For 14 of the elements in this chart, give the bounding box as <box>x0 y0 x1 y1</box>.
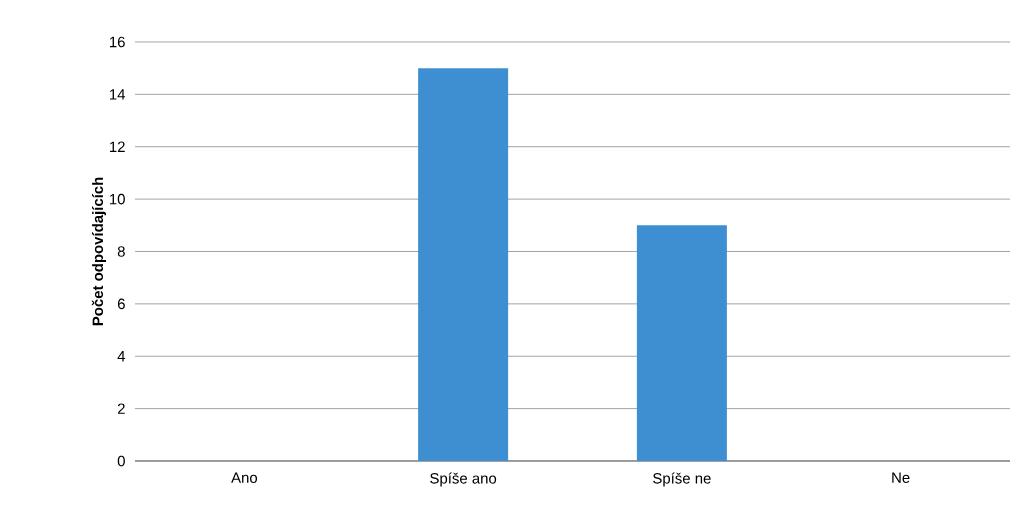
y-tick-label: 12 <box>110 141 125 152</box>
y-tick-label: 4 <box>117 351 126 362</box>
x-tick-label: Ne <box>892 472 910 483</box>
y-tick-label: 10 <box>110 193 125 205</box>
x-tick-label: Ano <box>231 472 258 483</box>
y-axis-title: Počet odpovídajících <box>91 177 107 326</box>
y-tick-label: 14 <box>110 89 126 100</box>
y-tick-label: 16 <box>110 36 125 48</box>
y-tick-label: 6 <box>117 298 125 310</box>
x-tick-label: Spíše ne <box>653 472 711 487</box>
y-tick-label: 8 <box>117 246 125 257</box>
y-tick-label: 0 <box>117 455 125 467</box>
y-tick-label: 2 <box>117 403 125 414</box>
x-tick-label: Spíše ano <box>430 472 497 487</box>
